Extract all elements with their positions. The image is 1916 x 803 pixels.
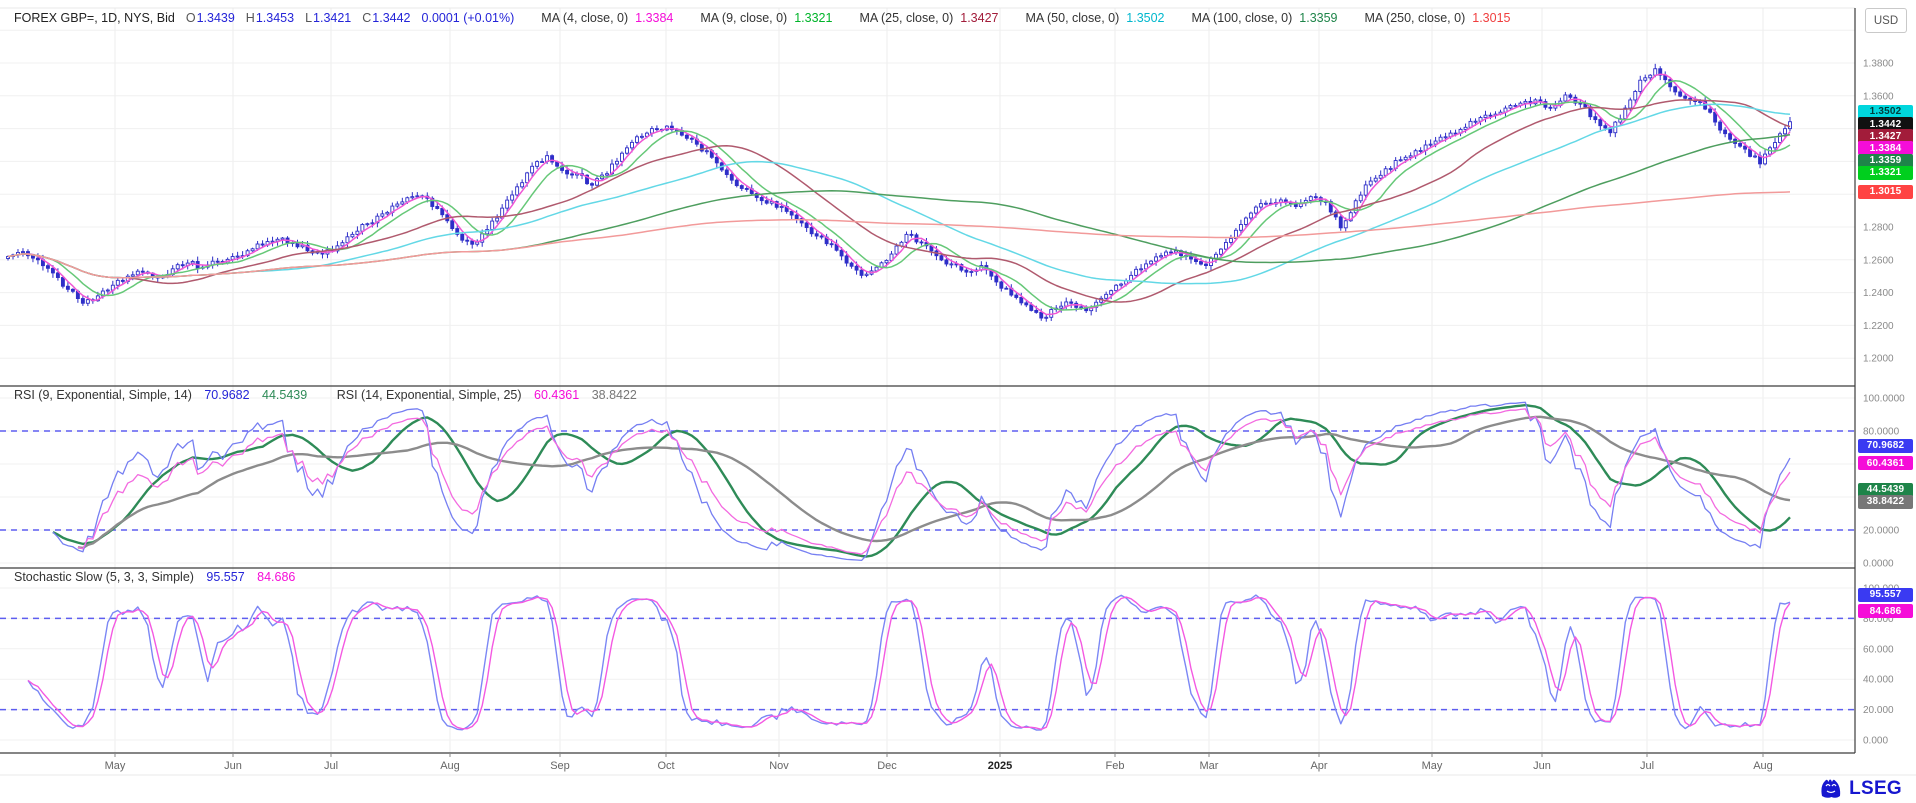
price-badge: 1.3442 <box>1858 117 1913 132</box>
price-badge: 1.3359 <box>1858 153 1913 168</box>
open-value: O1.3439 <box>185 11 235 25</box>
close-value: C1.3442 <box>362 11 411 25</box>
ma-legend-item-1: MA (4, close, 0) 1.3384 <box>541 11 674 25</box>
svg-text:80.0000: 80.0000 <box>1863 427 1900 438</box>
ma-legend: MA (4, close, 0) 1.3384 MA (9, close, 0) 1.… <box>514 11 1510 25</box>
rsi-badge: 38.8422 <box>1858 494 1913 509</box>
high-value: H1.3453 <box>245 11 295 25</box>
stoch-badge: 84.686 <box>1858 604 1913 619</box>
net-change: 0.0001 (+0.01%) <box>421 11 515 25</box>
svg-text:Jul: Jul <box>324 760 338 772</box>
ma-legend-item-4: MA (50, close, 0) 1.3502 <box>1025 11 1165 25</box>
svg-text:Feb: Feb <box>1106 760 1125 772</box>
svg-text:1.3600: 1.3600 <box>1863 91 1894 102</box>
svg-text:1.2000: 1.2000 <box>1863 354 1894 365</box>
price-badge: 1.3427 <box>1858 129 1913 144</box>
price-badge: 1.3502 <box>1858 104 1913 119</box>
lseg-wordmark: LSEG <box>1849 777 1902 799</box>
svg-text:Sep: Sep <box>550 760 570 772</box>
rsi9-value: 70.9682 <box>204 388 250 402</box>
svg-text:Apr: Apr <box>1310 760 1327 772</box>
svg-text:0.000: 0.000 <box>1863 736 1888 747</box>
stochastic-legend: Stochastic Slow (5, 3, 3, Simple) 95.557… <box>14 570 295 584</box>
stoch-d-value: 84.686 <box>257 570 296 584</box>
svg-text:80.000: 80.000 <box>1863 614 1894 625</box>
ma-legend-item-3: MA (25, close, 0) 1.3427 <box>859 11 999 25</box>
price-badge: 1.3015 <box>1858 184 1913 199</box>
svg-text:20.0000: 20.0000 <box>1863 526 1900 537</box>
rsi-badge: 44.5439 <box>1858 482 1913 497</box>
stoch-badge: 95.557 <box>1858 587 1913 602</box>
svg-text:Dec: Dec <box>877 760 897 772</box>
svg-text:100.0000: 100.0000 <box>1863 394 1905 405</box>
rsi14-avg-value: 38.8422 <box>591 388 637 402</box>
svg-text:Aug: Aug <box>1753 760 1773 772</box>
svg-text:40.000: 40.000 <box>1863 675 1894 686</box>
ma-legend-item-2: MA (9, close, 0) 1.3321 <box>700 11 833 25</box>
svg-text:60.000: 60.000 <box>1863 644 1894 655</box>
rsi-legend: RSI (9, Exponential, Simple, 14) 70.9682… <box>14 388 637 402</box>
svg-text:1.2200: 1.2200 <box>1863 321 1894 332</box>
svg-text:Nov: Nov <box>769 760 789 772</box>
svg-text:1.2400: 1.2400 <box>1863 288 1894 299</box>
svg-text:Jun: Jun <box>1533 760 1551 772</box>
lseg-logo: LSEG <box>1819 777 1902 800</box>
svg-text:Oct: Oct <box>657 760 674 772</box>
stoch-k-value: 95.557 <box>206 570 245 584</box>
svg-text:Aug: Aug <box>440 760 460 772</box>
ma-legend-item-6: MA (250, close, 0) 1.3015 <box>1364 11 1511 25</box>
rsi14-value: 60.4361 <box>534 388 580 402</box>
currency-selector[interactable]: USD <box>1865 8 1907 33</box>
instrument-title: FOREX GBP=, 1D, NYS, Bid <box>14 11 175 25</box>
svg-text:1.3800: 1.3800 <box>1863 59 1894 70</box>
svg-text:1.2800: 1.2800 <box>1863 223 1894 234</box>
rsi-badge: 70.9682 <box>1858 438 1913 453</box>
price-axis-strip: 1.3502 1.3442 1.3427 1.3384 1.3359 1.3321 1.30… <box>1857 0 1916 760</box>
rsi-legend-label-2: RSI (14, Exponential, Simple, 25) <box>336 388 522 402</box>
lseg-crest-icon <box>1821 779 1841 798</box>
price-badge: 1.3384 <box>1858 141 1913 156</box>
chart-header: FOREX GBP=, 1D, NYS, Bid O1.3439 H1.3453… <box>14 7 1510 29</box>
svg-text:Jun: Jun <box>224 760 242 772</box>
svg-text:0.0000: 0.0000 <box>1863 559 1894 570</box>
svg-text:1.2600: 1.2600 <box>1863 255 1894 266</box>
low-value: L1.3421 <box>305 11 352 25</box>
svg-text:Jul: Jul <box>1640 760 1654 772</box>
price-badge: 1.3321 <box>1858 165 1913 180</box>
stoch-legend-label: Stochastic Slow (5, 3, 3, Simple) <box>14 570 194 584</box>
rsi9-avg-value: 44.5439 <box>262 388 308 402</box>
svg-text:2025: 2025 <box>988 760 1012 772</box>
svg-text:Mar: Mar <box>1200 760 1219 772</box>
svg-text:20.000: 20.000 <box>1863 705 1894 716</box>
rsi-legend-label-1: RSI (9, Exponential, Simple, 14) <box>14 388 192 402</box>
svg-text:May: May <box>105 760 126 772</box>
svg-text:May: May <box>1422 760 1443 772</box>
rsi-badge: 60.4361 <box>1858 456 1913 471</box>
ma-legend-item-5: MA (100, close, 0) 1.3359 <box>1191 11 1338 25</box>
